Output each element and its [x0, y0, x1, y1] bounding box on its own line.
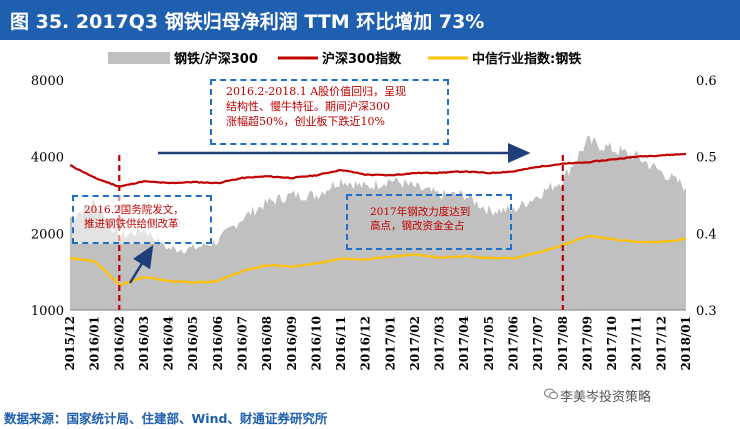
area-layer	[70, 135, 686, 310]
y-left-tick-label: 4000	[31, 151, 64, 166]
wechat-icon	[544, 388, 558, 400]
y-right-tick-label: 0.6	[696, 74, 717, 89]
x-tick-label: 2017/12	[654, 316, 668, 370]
x-tick-label: 2017/01	[383, 316, 397, 370]
x-tick-label: 2017/04	[457, 316, 471, 370]
x-tick-label: 2016/03	[137, 316, 151, 370]
x-tick-label: 2016/10	[309, 316, 323, 370]
x-tick-label: 2016/02	[112, 316, 126, 370]
legend-swatch-area	[108, 52, 170, 64]
y-right-tick-label: 0.4	[696, 227, 717, 242]
x-tick-label: 2016/12	[359, 316, 373, 370]
legend-label: 钢铁/沪深300	[174, 51, 258, 67]
x-tick-label: 2015/12	[63, 316, 77, 370]
annotation-valuation: 2016.2-2018.1 A股价值回归，呈现 结构性、慢牛特征。期间沪深300…	[210, 79, 449, 145]
x-tick-label: 2017/11	[630, 316, 644, 370]
legend-item: 钢铁/沪深300	[108, 51, 258, 67]
x-tick-label: 2016/06	[211, 316, 225, 370]
line-layer	[69, 143, 687, 310]
legend-label: 沪深300指数	[322, 51, 402, 67]
y-left-tick-label: 8000	[31, 74, 64, 89]
x-tick-label: 2018/01	[679, 316, 693, 370]
series-line-citic-steel	[69, 234, 687, 287]
y-left-tick-label: 2000	[31, 227, 64, 242]
x-tick-label: 2016/05	[186, 316, 200, 370]
x-tick-label: 2016/09	[285, 316, 299, 370]
x-tick-label: 2016/08	[260, 316, 274, 370]
x-tick-label: 2016/07	[235, 316, 249, 370]
annotation-line: 2016.2国务院发文，	[84, 204, 184, 216]
x-tick-label: 2017/03	[433, 316, 447, 370]
annotation-state-council: 2016.2国务院发文， 推进钢铁供给侧改革	[72, 195, 212, 244]
watermark: 李美岑投资策略	[560, 390, 652, 405]
y-right-tick-label: 0.3	[696, 304, 717, 319]
legend: 钢铁/沪深300 沪深300指数 中信行业指数:钢铁	[108, 51, 581, 67]
annotation-line: 高点，钢改资金全占	[370, 220, 465, 233]
x-tick-label: 2016/04	[162, 316, 176, 370]
annotation-line: 结构性、慢牛特征。期间沪深300	[226, 99, 390, 113]
chart-title: 图 35. 2017Q3 钢铁归母净利润 TTM 环比增加 73%	[10, 11, 485, 33]
x-tick-label: 2017/09	[580, 316, 594, 370]
x-tick-label: 2017/02	[408, 316, 422, 370]
legend-label: 中信行业指数:钢铁	[472, 51, 581, 67]
chart: 1000 2000 4000 8000 0.3 0.4 0.5 0.6 钢铁/沪深300 沪深3…	[31, 51, 717, 370]
legend-item: 沪深300指数	[278, 51, 402, 67]
annotation-line: 涨幅超50%，创业板下跌近10%	[226, 114, 385, 128]
data-source: 数据来源：国家统计局、住建部、Wind、财通证券研究所	[4, 411, 328, 426]
x-tick-label: 2017/08	[556, 316, 570, 370]
series-area-steel-hs300	[70, 135, 686, 310]
x-tick-label: 2016/01	[88, 316, 102, 370]
y-right-tick-label: 0.5	[696, 151, 717, 166]
y-left-tick-label: 1000	[31, 304, 64, 319]
series-line-hs300	[69, 152, 687, 188]
legend-item: 中信行业指数:钢铁	[428, 51, 581, 67]
x-axis: 2015/12 2016/01 2016/02 2016/03 2016/04 2016/…	[63, 316, 693, 370]
axes-layer: 1000 2000 4000 8000 0.3 0.4 0.5 0.6	[31, 74, 717, 319]
annotation-steel-reform: 2017年钢改力度达到 高点，钢改资金全占	[346, 194, 512, 250]
annotation-line: 2016.2-2018.1 A股价值回归，呈现	[226, 85, 407, 98]
x-tick-label: 2017/05	[482, 316, 496, 370]
x-tick-label: 2017/07	[531, 316, 545, 370]
x-tick-label: 2016/11	[334, 316, 348, 370]
x-tick-label: 2017/06	[507, 316, 521, 370]
callout-arrow	[128, 244, 154, 284]
x-tick-label: 2017/10	[605, 316, 619, 370]
title-bar: 图 35. 2017Q3 钢铁归母净利润 TTM 环比增加 73%	[0, 0, 740, 40]
annotation-line: 2017年钢改力度达到	[370, 206, 471, 218]
annotation-line: 推进钢铁供给侧改革	[84, 218, 179, 231]
